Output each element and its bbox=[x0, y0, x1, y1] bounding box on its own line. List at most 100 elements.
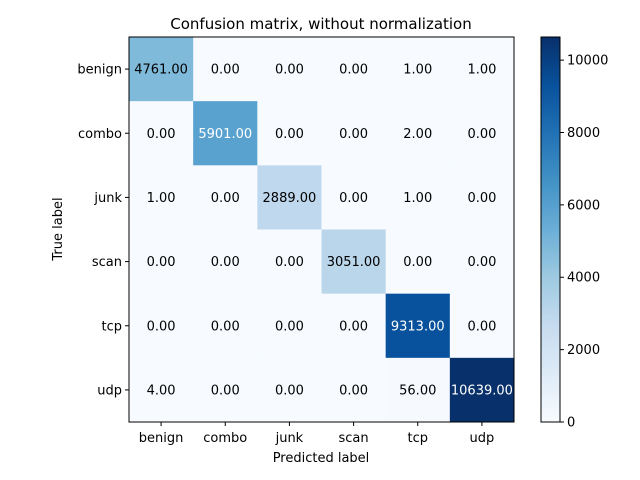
x-tick-label: benign bbox=[139, 431, 184, 446]
colorbar-tick-label: 6000 bbox=[567, 198, 600, 213]
heatmap-cell bbox=[193, 229, 258, 295]
heatmap-cells: 4761.00 0.00 0.00 0.00 1.00 1.00 0.00 5901.00 0.… bbox=[129, 37, 515, 423]
heatmap-cell bbox=[321, 37, 387, 102]
cell-value-label: 0.00 bbox=[339, 127, 368, 142]
x-tick-label: combo bbox=[203, 431, 247, 446]
cell-value-label: 0.00 bbox=[275, 319, 304, 334]
cell-value-label: 5901.00 bbox=[198, 127, 252, 142]
colorbar bbox=[540, 36, 561, 423]
cell-value-label: 0.00 bbox=[211, 255, 240, 270]
x-axis-label: Predicted label bbox=[273, 451, 370, 466]
heatmap-cell bbox=[449, 165, 515, 230]
cell-value-label: 0.00 bbox=[147, 319, 176, 334]
y-tick-label: junk bbox=[93, 191, 122, 206]
cell-value-label: 1.00 bbox=[403, 191, 432, 206]
heatmap-cell bbox=[257, 229, 322, 295]
cell-value-label: 0.00 bbox=[211, 63, 240, 78]
x-axis: benign combo junk scan tcp udp bbox=[139, 422, 495, 446]
cell-value-label: 0.00 bbox=[339, 383, 368, 398]
y-tick-label: tcp bbox=[102, 319, 123, 334]
cell-value-label: 0.00 bbox=[339, 319, 368, 334]
cell-value-label: 1.00 bbox=[467, 63, 496, 78]
heatmap-cell bbox=[129, 37, 194, 102]
x-tick-label: junk bbox=[275, 431, 304, 446]
cell-value-label: 0.00 bbox=[339, 191, 368, 206]
colorbar-tick-label: 10000 bbox=[567, 54, 608, 69]
heatmap-cell bbox=[193, 165, 258, 230]
heatmap-cell bbox=[449, 37, 515, 102]
cell-value-label: 0.00 bbox=[275, 383, 304, 398]
colorbar-tick-label: 0 bbox=[567, 416, 575, 431]
heatmap-cell bbox=[129, 293, 194, 359]
colorbar-tick-label: 2000 bbox=[567, 343, 600, 358]
heatmap-cell bbox=[193, 37, 258, 102]
cell-value-label: 1.00 bbox=[403, 63, 432, 78]
x-tick-label: udp bbox=[470, 431, 495, 446]
cell-value-label: 0.00 bbox=[211, 383, 240, 398]
heatmap-cell bbox=[257, 293, 322, 359]
y-tick-label: udp bbox=[97, 383, 122, 398]
cell-value-label: 0.00 bbox=[339, 63, 368, 78]
cell-value-label: 2889.00 bbox=[263, 191, 317, 206]
colorbar-axis: 0 2000 4000 6000 8000 10000 bbox=[560, 54, 608, 431]
chart-title: Confusion matrix, without normalization bbox=[170, 15, 472, 33]
y-tick-label: combo bbox=[78, 127, 122, 142]
heatmap-cell bbox=[385, 37, 451, 102]
heatmap-cell bbox=[385, 357, 451, 423]
cell-value-label: 0.00 bbox=[467, 127, 496, 142]
cell-value-label: 9313.00 bbox=[391, 319, 445, 334]
cell-value-label: 0.00 bbox=[275, 127, 304, 142]
cell-value-label: 10639.00 bbox=[451, 383, 513, 398]
colorbar-tick-label: 4000 bbox=[567, 271, 600, 286]
heatmap-cell bbox=[385, 165, 451, 230]
heatmap-cell bbox=[449, 229, 515, 295]
cell-value-label: 2.00 bbox=[403, 127, 432, 142]
heatmap-cell bbox=[449, 101, 515, 166]
cell-value-label: 0.00 bbox=[403, 255, 432, 270]
heatmap-cell bbox=[385, 293, 451, 359]
cell-value-label: 1.00 bbox=[147, 191, 176, 206]
heatmap-cell bbox=[193, 293, 258, 359]
cell-value-label: 0.00 bbox=[467, 319, 496, 334]
cell-value-label: 0.00 bbox=[467, 191, 496, 206]
cell-value-label: 3051.00 bbox=[327, 255, 381, 270]
colorbar-tick-label: 8000 bbox=[567, 126, 600, 141]
y-axis-label: True label bbox=[51, 197, 66, 261]
cell-value-label: 56.00 bbox=[399, 383, 436, 398]
heatmap-cell bbox=[321, 101, 387, 166]
heatmap-cell bbox=[129, 357, 194, 423]
y-tick-label: benign bbox=[77, 63, 122, 78]
cell-value-label: 0.00 bbox=[147, 255, 176, 270]
heatmap-cell bbox=[129, 229, 194, 295]
heatmap-cell bbox=[321, 229, 387, 295]
cell-value-label: 0.00 bbox=[275, 255, 304, 270]
heatmap-cell bbox=[385, 101, 451, 166]
cell-value-label: 0.00 bbox=[275, 63, 304, 78]
cell-value-label: 0.00 bbox=[211, 191, 240, 206]
x-tick-label: scan bbox=[339, 431, 369, 446]
heatmap-cell bbox=[385, 229, 451, 295]
cell-value-label: 0.00 bbox=[211, 319, 240, 334]
heatmap-cell bbox=[449, 357, 515, 423]
heatmap-cell bbox=[193, 101, 258, 166]
heatmap-cell bbox=[321, 165, 387, 230]
x-tick-label: tcp bbox=[408, 431, 429, 446]
heatmap-cell bbox=[321, 293, 387, 359]
heatmap-cell bbox=[129, 101, 194, 166]
heatmap-cell bbox=[449, 293, 515, 359]
heatmap-cell bbox=[129, 165, 194, 230]
cell-value-label: 4761.00 bbox=[134, 63, 188, 78]
cell-value-label: 0.00 bbox=[147, 127, 176, 142]
heatmap-cell bbox=[257, 101, 322, 166]
cell-value-label: 4.00 bbox=[147, 383, 176, 398]
heatmap-cell bbox=[257, 357, 322, 423]
cell-value-label: 0.00 bbox=[467, 255, 496, 270]
heatmap-cell bbox=[257, 165, 322, 230]
heatmap-cell bbox=[193, 357, 258, 423]
heatmap-cell bbox=[257, 37, 322, 102]
plot-frame bbox=[128, 36, 515, 423]
heatmap-cell bbox=[321, 357, 387, 423]
y-tick-label: scan bbox=[92, 255, 122, 270]
y-axis: benign combo junk scan tcp udp bbox=[77, 63, 129, 398]
